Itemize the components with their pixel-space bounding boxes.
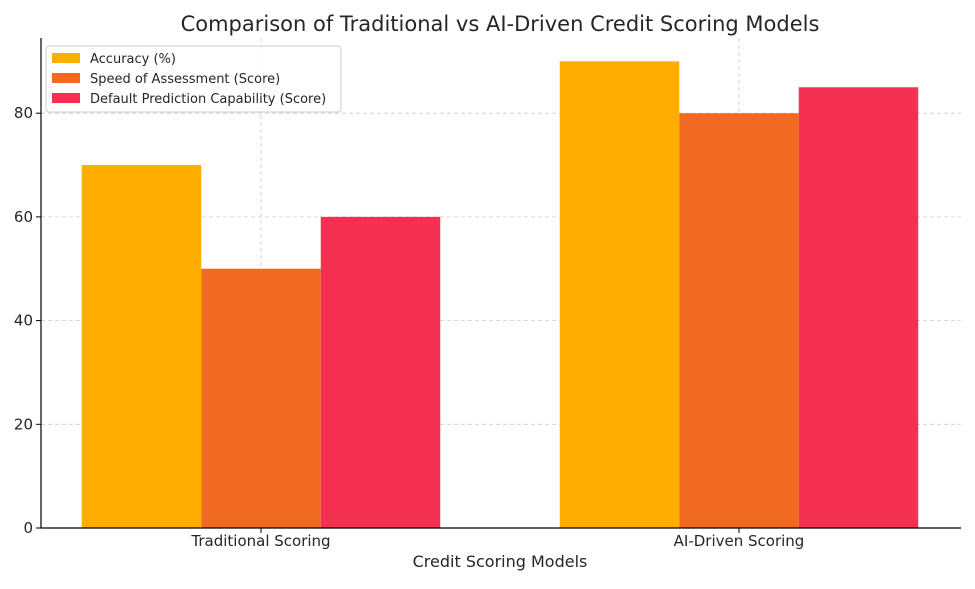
bar [201,268,321,528]
bar [320,216,441,528]
legend-entry: Speed of Assessment (Score) [90,72,280,87]
y-tick-label: 0 [23,519,33,537]
axes [40,38,961,529]
legend-swatch [52,93,80,103]
x-tick-label: AI-Driven Scoring [674,532,805,550]
chart-title: Comparison of Traditional vs AI-Driven C… [181,12,820,36]
x-axis-ticks: Traditional Scoring AI-Driven Scoring [190,528,804,550]
bar [798,87,919,528]
y-tick-label: 80 [14,104,33,122]
y-tick-label: 60 [14,208,33,226]
x-axis-label: Credit Scoring Models [413,552,588,571]
x-tick-label: Traditional Scoring [190,532,330,550]
bar [679,113,799,529]
legend: Accuracy (%) Speed of Assessment (Score) D… [45,45,342,113]
y-tick-label: 20 [14,415,33,433]
legend-swatch [52,53,80,63]
legend-swatch [52,73,80,83]
legend-entry: Default Prediction Capability (Score) [90,92,326,107]
y-tick-label: 40 [14,312,33,330]
y-axis-ticks: 0 20 40 60 80 [14,104,41,537]
legend-frame [45,45,342,113]
bar [81,165,202,528]
legend-entry: Accuracy (%) [90,52,176,67]
bar [559,61,680,528]
bars [81,61,919,529]
